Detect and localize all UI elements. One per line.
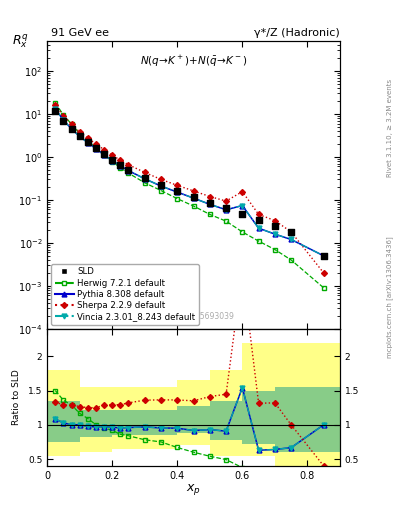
Point	[239, 209, 246, 218]
Point	[272, 222, 278, 230]
Point	[60, 117, 66, 125]
Point	[255, 216, 262, 224]
X-axis label: $x_p$: $x_p$	[186, 482, 201, 497]
Point	[321, 252, 327, 260]
Text: SLD_2004_S5693039: SLD_2004_S5693039	[153, 311, 234, 320]
Point	[101, 150, 107, 158]
Point	[288, 228, 294, 236]
Text: Rivet 3.1.10, ≥ 3.2M events: Rivet 3.1.10, ≥ 3.2M events	[387, 79, 393, 177]
Point	[174, 187, 180, 195]
Y-axis label: $R^q_x$: $R^q_x$	[13, 32, 29, 50]
Point	[52, 106, 59, 115]
Text: $N(q\!\to\! K^+)\!+\!N(\bar{q}\!\to\! K^-)$: $N(q\!\to\! K^+)\!+\!N(\bar{q}\!\to\! K^…	[140, 54, 247, 69]
Text: γ*/Z (Hadronic): γ*/Z (Hadronic)	[254, 28, 340, 38]
Point	[93, 144, 99, 152]
Point	[141, 174, 148, 182]
Point	[109, 156, 116, 164]
Point	[207, 199, 213, 207]
Point	[223, 204, 229, 212]
Point	[158, 181, 164, 189]
Point	[117, 161, 123, 169]
Point	[68, 125, 75, 133]
Legend: SLD, Herwig 7.2.1 default, Pythia 8.308 default, Sherpa 2.2.9 default, Vincia 2.: SLD, Herwig 7.2.1 default, Pythia 8.308 …	[51, 264, 199, 325]
Point	[84, 138, 91, 146]
Text: mcplots.cern.ch [arXiv:1306.3436]: mcplots.cern.ch [arXiv:1306.3436]	[386, 236, 393, 358]
Point	[191, 193, 197, 201]
Text: 91 GeV ee: 91 GeV ee	[51, 28, 109, 38]
Y-axis label: Ratio to SLD: Ratio to SLD	[12, 370, 21, 425]
Point	[125, 166, 132, 174]
Point	[77, 132, 83, 140]
